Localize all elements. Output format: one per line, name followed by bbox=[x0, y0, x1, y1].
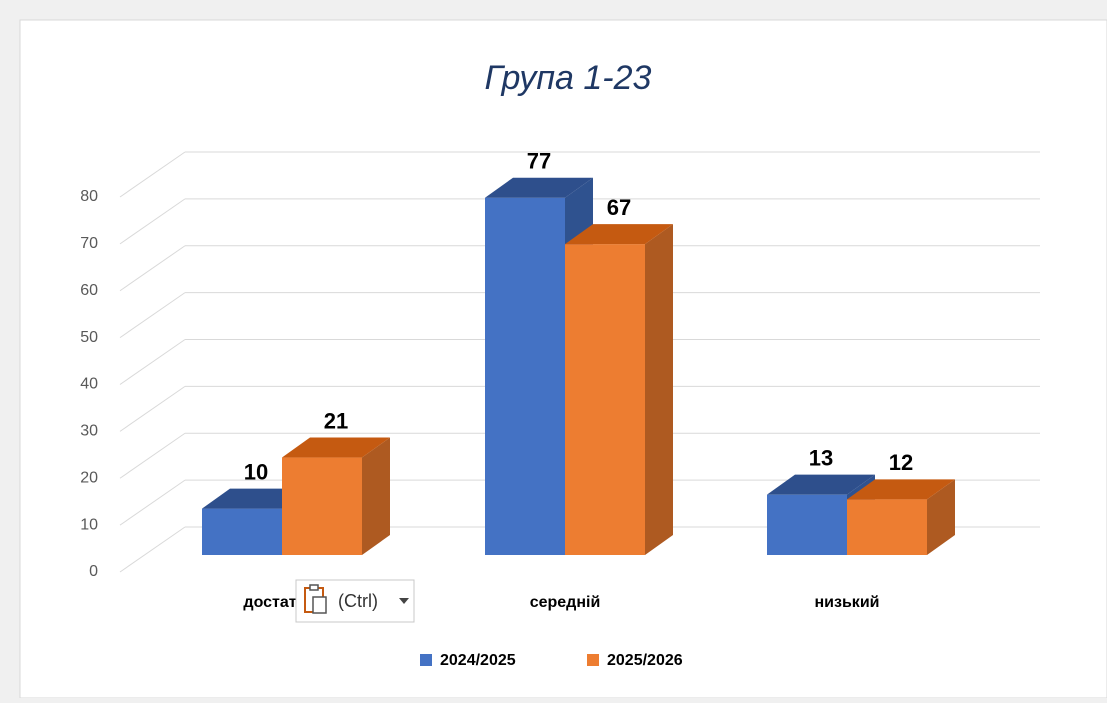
data-label: 67 bbox=[607, 195, 631, 220]
grid-line bbox=[119, 151, 186, 198]
legend-label: 2024/2025 bbox=[440, 652, 516, 669]
grid-line bbox=[119, 339, 186, 385]
data-label: 10 bbox=[244, 459, 268, 484]
grid-line bbox=[119, 385, 186, 432]
y-tick-label: 50 bbox=[80, 329, 98, 346]
y-tick-label: 60 bbox=[80, 282, 98, 299]
bar-side bbox=[645, 224, 673, 555]
bar bbox=[485, 197, 565, 555]
bar bbox=[767, 494, 847, 555]
y-tick-label: 80 bbox=[80, 188, 98, 205]
data-label: 12 bbox=[889, 450, 913, 475]
x-tick-label: низький bbox=[815, 594, 880, 611]
y-tick-label: 30 bbox=[80, 423, 98, 440]
bar-top bbox=[282, 437, 390, 458]
bar-top bbox=[847, 479, 955, 500]
bar-top bbox=[565, 224, 673, 245]
bar-side bbox=[927, 479, 955, 555]
popup-label: (Ctrl) bbox=[338, 591, 378, 611]
bar-side bbox=[362, 437, 390, 555]
grid-line bbox=[119, 432, 186, 479]
paste-options-button[interactable]: (Ctrl) bbox=[295, 579, 415, 623]
bar bbox=[202, 508, 282, 555]
y-tick-label: 10 bbox=[80, 516, 98, 533]
grid-line bbox=[119, 292, 186, 339]
legend-label: 2025/2026 bbox=[607, 652, 683, 669]
bar bbox=[847, 499, 927, 555]
bar bbox=[282, 457, 362, 555]
data-label: 13 bbox=[809, 445, 833, 470]
data-label: 77 bbox=[527, 149, 551, 174]
clipboard-clip bbox=[309, 584, 319, 591]
grid-line bbox=[119, 198, 186, 245]
bar-top bbox=[767, 474, 875, 495]
grid-line bbox=[119, 245, 186, 292]
y-tick-label: 0 bbox=[89, 563, 98, 580]
grid-line bbox=[119, 479, 186, 526]
legend-swatch bbox=[587, 654, 599, 666]
bar-top bbox=[485, 177, 593, 198]
legend-swatch bbox=[420, 654, 432, 666]
dropdown-arrow bbox=[399, 598, 409, 604]
y-tick-label: 40 bbox=[80, 376, 98, 393]
clipboard-page bbox=[312, 596, 327, 614]
data-label: 21 bbox=[324, 408, 348, 433]
grid-line bbox=[119, 526, 186, 573]
bar bbox=[565, 244, 645, 555]
x-tick-label: середній bbox=[530, 594, 601, 611]
y-tick-label: 70 bbox=[80, 235, 98, 252]
chart-title: Група 1-23 bbox=[485, 59, 652, 97]
y-tick-label: 20 bbox=[80, 469, 98, 486]
